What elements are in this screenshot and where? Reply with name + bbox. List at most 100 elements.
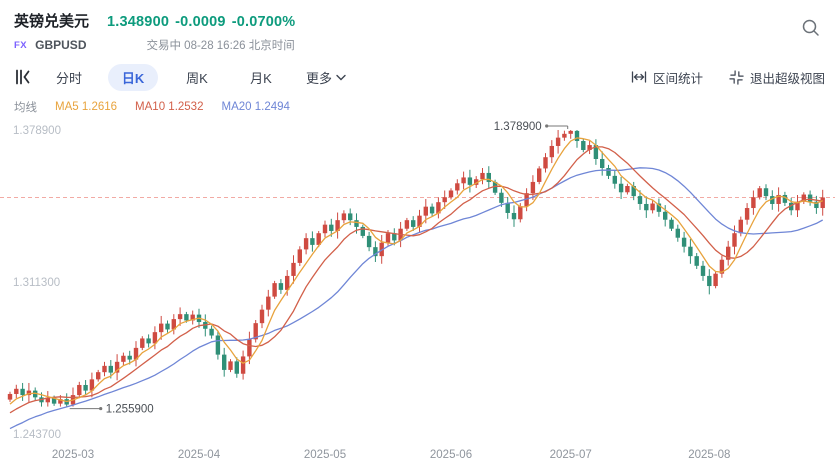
candle-body: [429, 206, 435, 214]
candle-body: [316, 233, 321, 245]
candle-body: [537, 168, 542, 182]
max-price-annotation: 1.378900: [494, 121, 542, 133]
candle-body: [518, 206, 523, 220]
candle-body: [297, 249, 302, 263]
candle-body: [782, 194, 788, 203]
candle-body: [681, 237, 687, 247]
candle-body: [215, 335, 221, 355]
ma5-line: [9, 137, 823, 405]
candle-body: [511, 212, 517, 220]
candle-body: [669, 219, 674, 229]
candle-body: [140, 338, 145, 348]
candle-body: [159, 323, 164, 333]
tab-timeline[interactable]: 分时: [56, 70, 83, 86]
y-axis-label: 1.311300: [13, 277, 60, 289]
candle-body: [631, 185, 636, 197]
search-button[interactable]: [799, 16, 823, 40]
candle-body: [562, 133, 567, 138]
x-axis-label: 2025-05: [304, 449, 346, 461]
price-change-pct: -0.0700%: [231, 14, 296, 30]
candle-body: [20, 388, 25, 396]
candle-body: [650, 203, 655, 211]
candle-body: [335, 220, 340, 231]
candle-body: [505, 202, 510, 213]
x-axis-label: 2025-03: [52, 449, 94, 461]
candle-body: [171, 319, 176, 330]
candle-body: [524, 193, 529, 207]
max-annotation-dot: [545, 124, 549, 128]
candle-body: [127, 355, 132, 360]
chart-toolbar: 分时 日K 周K 月K 更多: [10, 62, 825, 92]
candle-body: [45, 397, 50, 403]
candle-body: [744, 208, 750, 220]
candle-body: [7, 393, 13, 400]
exit-superview-button[interactable]: 退出超级视图: [729, 68, 825, 87]
candle-body: [436, 202, 441, 214]
candle-body: [33, 390, 38, 398]
candle-body: [593, 145, 599, 160]
candle-body: [291, 262, 296, 276]
kline-style-button[interactable]: [10, 64, 36, 90]
candle-body: [770, 196, 775, 204]
more-label: 更多: [306, 70, 333, 86]
candle-body: [776, 194, 781, 204]
candle-body: [587, 145, 592, 151]
candle-body: [688, 246, 693, 257]
candle-body: [751, 197, 756, 209]
candle-body: [581, 141, 586, 151]
candle-body: [417, 215, 422, 227]
candle-body: [152, 332, 158, 344]
candle-body: [190, 314, 195, 321]
range-measure-icon: [631, 71, 647, 83]
collapse-view-icon: [729, 69, 744, 85]
candle-body: [114, 361, 120, 373]
candle-body: [133, 347, 139, 360]
tab-monthly-k[interactable]: 月K: [250, 70, 272, 86]
candle-body: [354, 220, 359, 227]
candle-body: [549, 145, 554, 158]
candle-body: [102, 365, 107, 373]
candle-body: [222, 354, 227, 370]
candle-body: [455, 183, 460, 191]
candle-body: [694, 256, 699, 266]
candle-body: [474, 179, 479, 185]
candle-body: [234, 361, 239, 374]
candle-body: [600, 159, 605, 168]
ma-legend-title: 均线: [14, 102, 37, 114]
x-axis-label: 2025-08: [688, 449, 730, 461]
candlestick-chart[interactable]: 1.378900 1.311300 1.243700 2025-03 2025-04 20…: [0, 114, 835, 476]
search-icon: [802, 19, 819, 36]
range-stats-button[interactable]: 区间统计: [631, 68, 703, 87]
trading-status: 交易中 08-28 16:26 北京时间: [146, 40, 295, 52]
candle-body: [411, 220, 416, 227]
candle-body: [807, 194, 813, 202]
candle-body: [568, 130, 573, 134]
candle-body: [14, 388, 19, 394]
candle-body: [814, 201, 819, 209]
candle-body: [58, 399, 63, 404]
candle-body: [83, 384, 88, 391]
candle-body: [209, 328, 214, 336]
candle-body: [360, 226, 365, 236]
candle-body: [726, 246, 731, 260]
candle-body: [266, 296, 271, 310]
tab-weekly-k[interactable]: 周K: [186, 70, 208, 86]
y-axis-label: 1.378900: [13, 125, 61, 137]
candle-body: [612, 175, 617, 184]
candle-body: [26, 390, 32, 396]
candle-body: [738, 219, 743, 234]
tab-daily-k[interactable]: 日K: [108, 63, 159, 91]
candle-body: [801, 194, 806, 202]
kline-icon: [16, 69, 30, 85]
candle-body: [700, 265, 706, 276]
candle-body: [146, 338, 151, 344]
x-axis-label: 2025-06: [430, 449, 472, 461]
candle-body: [757, 188, 762, 198]
ma10-line: [9, 146, 823, 414]
candle-body: [732, 233, 737, 247]
candle-body: [253, 323, 258, 340]
candle-body: [341, 213, 347, 221]
more-periods-button[interactable]: 更多: [300, 64, 352, 91]
candle-body: [713, 273, 718, 287]
